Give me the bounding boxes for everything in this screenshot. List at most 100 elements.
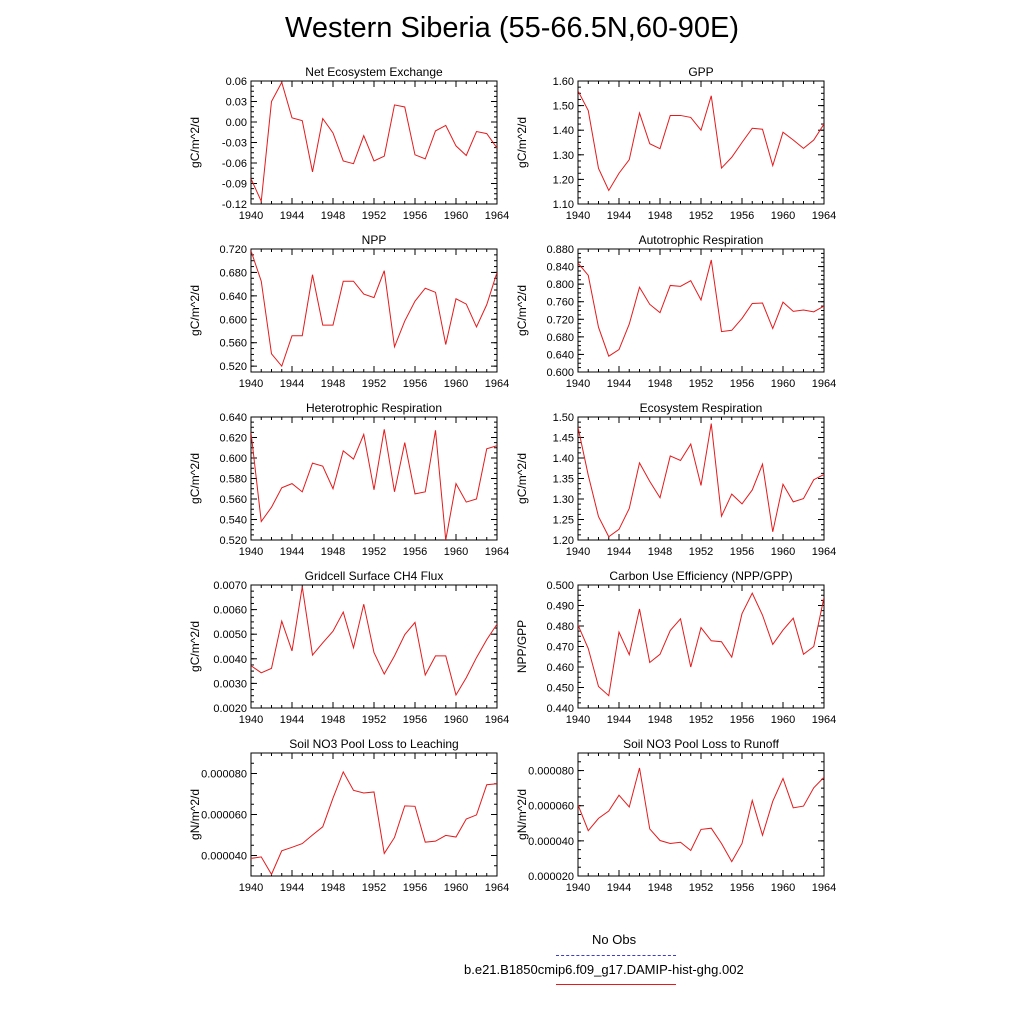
- x-tick-label: 1948: [321, 210, 345, 222]
- x-tick-label: 1940: [566, 378, 590, 390]
- y-tick-label: 0.520: [219, 535, 247, 547]
- y-axis-label: gC/m^2/d: [188, 621, 202, 672]
- x-tick-label: 1956: [403, 714, 427, 726]
- x-tick-label: 1940: [239, 714, 263, 726]
- y-tick-label: 1.40: [553, 453, 574, 465]
- x-tick-label: 1960: [444, 882, 468, 894]
- y-tick-label: 0.480: [546, 621, 574, 633]
- x-tick-label: 1944: [280, 714, 304, 726]
- chart-panel-1: 1940 1944 1948 1952 1956 1960 1964 1.10 1.20 1.30…: [515, 65, 836, 222]
- chart-panel-7: 1940 1944 1948 1952 1956 1960 1964 0.440 0.450 0.…: [515, 569, 836, 726]
- x-tick-label: 1944: [280, 210, 304, 222]
- panel-title: Gridcell Surface CH4 Flux: [305, 569, 444, 583]
- x-tick-label: 1940: [566, 882, 590, 894]
- y-tick-label: 1.20: [553, 174, 574, 186]
- y-tick-label: 0.0020: [213, 703, 247, 715]
- x-tick-label: 1940: [239, 378, 263, 390]
- y-tick-label: 0.720: [546, 314, 574, 326]
- y-tick-label: 0.640: [546, 349, 574, 361]
- x-tick-label: 1948: [321, 714, 345, 726]
- y-tick-label: 1.30: [553, 494, 574, 506]
- panel-title: Carbon Use Efficiency (NPP/GPP): [609, 569, 792, 583]
- plot-frame: [250, 248, 498, 373]
- x-tick-label: 1964: [812, 546, 836, 558]
- y-axis-label: gN/m^2/d: [188, 789, 202, 840]
- y-tick-label: 0.560: [219, 338, 247, 350]
- y-axis-label: gC/m^2/d: [188, 453, 202, 504]
- y-axis-label: gC/m^2/d: [515, 117, 529, 168]
- x-tick-label: 1944: [607, 378, 631, 390]
- x-tick-label: 1944: [280, 378, 304, 390]
- x-tick-label: 1948: [648, 714, 672, 726]
- x-tick-label: 1948: [648, 882, 672, 894]
- x-tick-label: 1964: [812, 882, 836, 894]
- series-line: [251, 770, 497, 876]
- x-tick-label: 1960: [771, 882, 795, 894]
- y-tick-label: 1.30: [553, 150, 574, 162]
- x-tick-label: 1964: [485, 714, 509, 726]
- plot-frame: [250, 584, 498, 709]
- plot-frame: [577, 416, 825, 541]
- y-tick-label: 0.580: [219, 474, 247, 486]
- y-tick-label: 0.0050: [213, 629, 247, 641]
- x-tick-label: 1952: [362, 882, 386, 894]
- y-tick-label: 0.0070: [213, 580, 247, 592]
- series-line: [578, 259, 824, 357]
- y-tick-label: 1.40: [553, 125, 574, 137]
- y-axis-label: gN/m^2/d: [515, 789, 529, 840]
- y-tick-label: 1.45: [553, 433, 574, 445]
- x-tick-label: 1940: [239, 546, 263, 558]
- x-tick-label: 1964: [485, 210, 509, 222]
- plot-frame: [250, 416, 498, 541]
- y-tick-label: 0.0040: [213, 654, 247, 666]
- y-tick-label: 0.03: [226, 97, 247, 109]
- series-line: [578, 767, 824, 863]
- x-tick-label: 1960: [444, 714, 468, 726]
- x-tick-label: 1952: [689, 882, 713, 894]
- x-tick-label: 1952: [689, 210, 713, 222]
- series-line: [251, 81, 497, 204]
- chart-panel-4: 1940 1944 1948 1952 1956 1960 1964 0.520 0.540 0.…: [188, 401, 509, 558]
- y-tick-label: 0.600: [219, 453, 247, 465]
- panel-title: NPP: [362, 233, 387, 247]
- x-tick-label: 1960: [771, 714, 795, 726]
- series-line: [578, 90, 824, 192]
- y-tick-label: 0.000020: [528, 871, 574, 883]
- x-tick-label: 1952: [362, 546, 386, 558]
- x-tick-label: 1944: [607, 714, 631, 726]
- x-tick-label: 1952: [689, 546, 713, 558]
- x-tick-label: 1964: [485, 378, 509, 390]
- y-tick-label: 0.560: [219, 494, 247, 506]
- series-line: [251, 429, 497, 540]
- x-tick-label: 1960: [771, 378, 795, 390]
- plot-frame: [250, 752, 498, 877]
- y-axis-label: gC/m^2/d: [515, 453, 529, 504]
- x-tick-label: 1956: [730, 882, 754, 894]
- y-tick-label: 1.20: [553, 535, 574, 547]
- x-tick-label: 1952: [362, 210, 386, 222]
- panel-title: GPP: [688, 65, 713, 79]
- plot-frame: [577, 80, 825, 205]
- x-tick-label: 1964: [485, 882, 509, 894]
- x-tick-label: 1944: [607, 882, 631, 894]
- y-tick-label: 0.00: [226, 117, 247, 129]
- y-tick-label: 0.450: [546, 683, 574, 695]
- y-tick-label: -0.09: [222, 179, 247, 191]
- x-tick-label: 1956: [730, 210, 754, 222]
- y-tick-label: 0.540: [219, 515, 247, 527]
- y-tick-label: 1.50: [553, 412, 574, 424]
- chart-panel-3: 1940 1944 1948 1952 1956 1960 1964 0.600 0.640 0.…: [515, 233, 836, 390]
- x-tick-label: 1948: [648, 546, 672, 558]
- y-tick-label: 0.840: [546, 262, 574, 274]
- y-tick-label: 0.440: [546, 703, 574, 715]
- y-tick-label: 0.680: [546, 332, 574, 344]
- x-tick-label: 1940: [566, 546, 590, 558]
- y-tick-label: 0.06: [226, 76, 247, 88]
- chart-panel-0: 1940 1944 1948 1952 1956 1960 1964 -0.12 -0.09 -0…: [188, 65, 509, 222]
- plot-frame: [577, 584, 825, 709]
- chart-panel-2: 1940 1944 1948 1952 1956 1960 1964 0.520 0.560 0.…: [188, 233, 509, 390]
- y-tick-label: 1.35: [553, 474, 574, 486]
- y-tick-label: 0.640: [219, 412, 247, 424]
- y-tick-label: 1.60: [553, 76, 574, 88]
